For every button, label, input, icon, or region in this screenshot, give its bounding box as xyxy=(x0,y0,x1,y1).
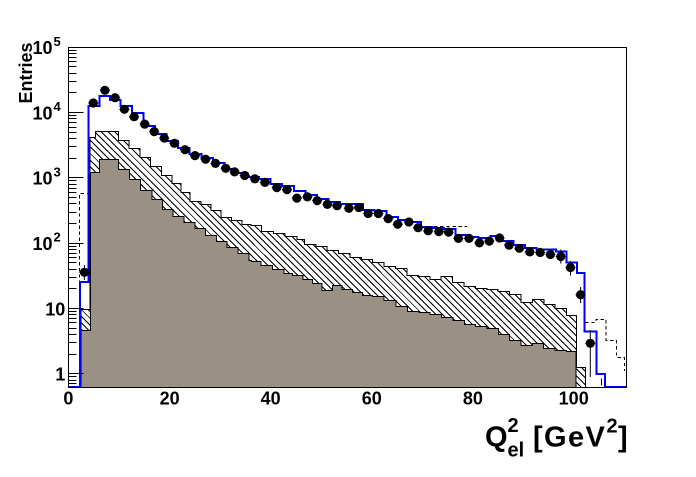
svg-text:10: 10 xyxy=(32,38,52,58)
svg-text:2: 2 xyxy=(54,230,61,245)
svg-text:10: 10 xyxy=(45,299,65,319)
svg-text:20: 20 xyxy=(160,389,180,409)
svg-text:100: 100 xyxy=(559,389,589,409)
svg-text:4: 4 xyxy=(54,99,62,114)
svg-text:60: 60 xyxy=(362,389,382,409)
svg-text:10: 10 xyxy=(32,169,52,189)
svg-text:80: 80 xyxy=(463,389,483,409)
svg-text:2: 2 xyxy=(508,415,519,437)
svg-text:Q: Q xyxy=(485,422,508,454)
svg-text:1: 1 xyxy=(55,365,65,385)
svg-text:5: 5 xyxy=(54,34,61,49)
svg-text:10: 10 xyxy=(32,234,52,254)
svg-text:]: ] xyxy=(618,422,628,454)
svg-text:Entries: Entries xyxy=(16,42,36,103)
svg-text:40: 40 xyxy=(261,389,281,409)
svg-text:10: 10 xyxy=(32,103,52,123)
svg-text:[GeV: [GeV xyxy=(533,422,606,454)
svg-text:3: 3 xyxy=(54,164,61,179)
svg-text:2: 2 xyxy=(607,416,618,438)
svg-text:el: el xyxy=(508,440,525,462)
svg-text:0: 0 xyxy=(63,389,73,409)
